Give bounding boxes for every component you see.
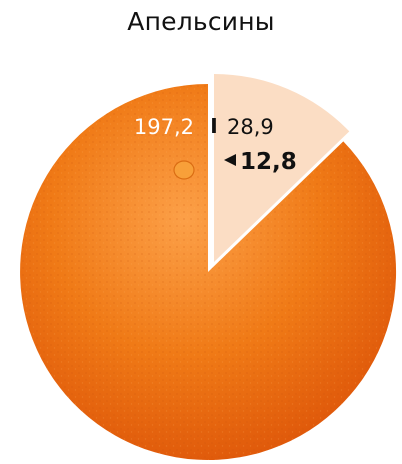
slice-label-197-2: 197,2: [134, 115, 194, 139]
pie-slice-28-9: [214, 73, 350, 262]
annotation-arrow-icon: [224, 154, 236, 166]
slice-label-28-9: 28,9: [227, 115, 274, 139]
orange-navel: [173, 160, 195, 180]
orange-fruit: [20, 84, 397, 460]
annotation-label-12-8: 12,8: [240, 149, 297, 175]
slice-separator: I: [210, 114, 217, 138]
peel-texture: [20, 84, 397, 460]
chart-title: Апельсины: [127, 7, 275, 36]
